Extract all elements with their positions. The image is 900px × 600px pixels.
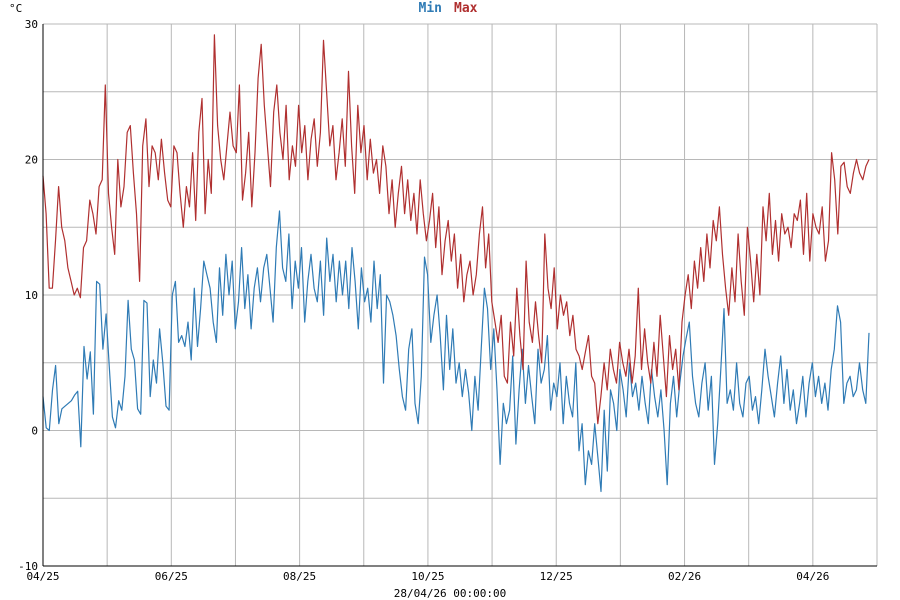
series-line-max [42,34,870,425]
x-tick-label: 12/25 [540,570,573,583]
unit-label: °C [9,2,22,15]
y-tick-label: 30 [25,18,38,31]
timestamp-footer: 28/04/26 00:00:00 [394,587,507,600]
series-layer [42,34,870,493]
tick-labels: -10 0 10 20 30 04/25 06/25 08/25 10/25 12/25 02/26… [18,18,829,583]
series-line-min [42,210,870,493]
x-tick-label: 04/25 [26,570,59,583]
x-tick-label: 10/25 [411,570,444,583]
legend-min: Min [419,1,442,16]
x-tick-label: 04/26 [796,570,829,583]
y-tick-label: 0 [31,425,38,438]
x-tick-label: 02/26 [668,570,701,583]
legend: Min Max [419,1,478,16]
y-tick-label: -10 [18,560,38,573]
y-tick-label: 10 [25,289,38,302]
y-tick-label: 20 [25,154,38,167]
x-tick-label: 06/25 [155,570,188,583]
axes [42,24,877,567]
grid [43,23,878,567]
legend-max: Max [454,1,478,16]
x-tick-label: 08/25 [283,570,316,583]
